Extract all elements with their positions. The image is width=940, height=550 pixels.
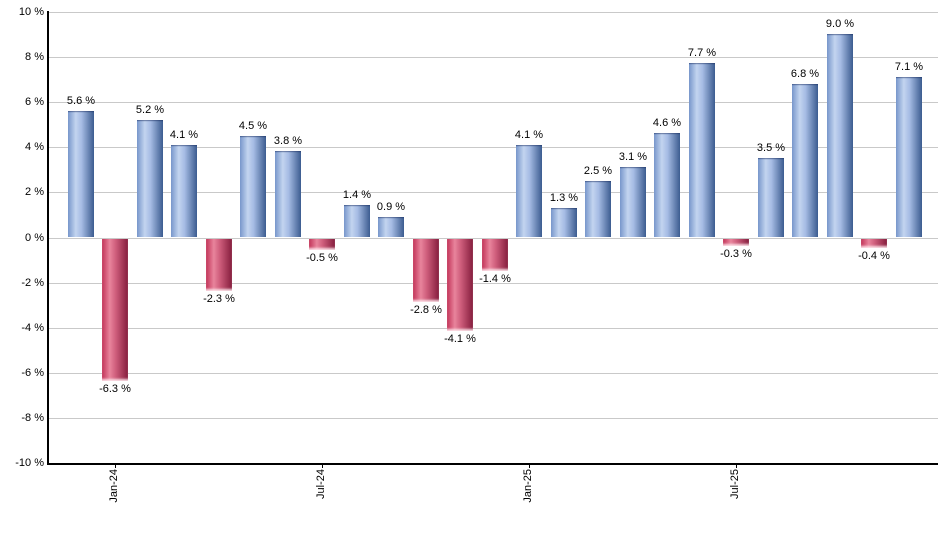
gridline — [48, 12, 938, 13]
x-tick-mark — [115, 463, 116, 468]
gridline — [48, 328, 938, 329]
bar-negative — [102, 239, 128, 381]
bar-value-label: 6.8 % — [790, 68, 820, 80]
bar-value-label: 1.4 % — [342, 189, 372, 201]
gridline — [48, 147, 938, 148]
y-tick-label: -6 % — [21, 367, 44, 379]
x-tick-mark — [322, 463, 323, 468]
gridline — [48, 418, 938, 419]
y-axis — [47, 11, 49, 464]
bar-value-label: 4.1 % — [169, 129, 199, 141]
bar-negative — [206, 239, 232, 291]
y-tick-label: 10 % — [18, 6, 44, 18]
bar-value-label: 5.2 % — [135, 104, 165, 116]
x-tick-label: Jan-24 — [108, 469, 120, 503]
bar-value-label: 4.1 % — [514, 129, 544, 141]
x-tick-mark — [529, 463, 530, 468]
bar-value-label: 3.1 % — [618, 151, 648, 163]
bar-value-label: -0.3 % — [720, 248, 752, 260]
bar-value-label: 3.8 % — [273, 135, 303, 147]
bar-value-label: -4.1 % — [444, 333, 476, 345]
bar-value-label: -1.4 % — [479, 273, 511, 285]
bar-positive — [516, 145, 542, 237]
x-tick-label: Jul-24 — [315, 469, 327, 499]
bar-positive — [378, 217, 404, 237]
y-tick-label: -4 % — [21, 322, 44, 334]
bar-positive — [68, 111, 94, 237]
y-tick-label: 0 % — [25, 232, 44, 244]
bar-positive — [551, 208, 577, 237]
y-tick-label: 6 % — [25, 96, 44, 108]
bar-negative — [723, 239, 749, 246]
bar-positive — [689, 63, 715, 237]
bar-negative — [861, 239, 887, 248]
bar-positive — [654, 133, 680, 237]
bar-positive — [827, 34, 853, 237]
bar-value-label: -2.3 % — [203, 293, 235, 305]
y-tick-label: -8 % — [21, 412, 44, 424]
bar-positive — [896, 77, 922, 237]
bar-negative — [482, 239, 508, 271]
bar-value-label: -6.3 % — [99, 383, 131, 395]
x-tick-label: Jan-25 — [522, 469, 534, 503]
bar-positive — [620, 167, 646, 237]
bar-negative — [413, 239, 439, 302]
bar-positive — [585, 181, 611, 237]
x-tick-mark — [736, 463, 737, 468]
bar-value-label: -0.4 % — [858, 250, 890, 262]
bar-value-label: 4.6 % — [652, 117, 682, 129]
bar-value-label: -2.8 % — [410, 304, 442, 316]
bar-value-label: 5.6 % — [66, 95, 96, 107]
bar-value-label: 7.1 % — [894, 61, 924, 73]
bar-positive — [758, 158, 784, 237]
gridline — [48, 102, 938, 103]
gridline — [48, 57, 938, 58]
y-tick-label: 2 % — [25, 186, 44, 198]
gridline — [48, 238, 938, 239]
x-axis — [47, 463, 938, 465]
gridline — [48, 373, 938, 374]
bar-value-label: 9.0 % — [825, 18, 855, 30]
gridline — [48, 283, 938, 284]
bar-value-label: 3.5 % — [756, 142, 786, 154]
y-tick-label: -2 % — [21, 277, 44, 289]
bar-value-label: 2.5 % — [583, 165, 613, 177]
bar-negative — [309, 239, 335, 250]
y-tick-label: -10 % — [15, 457, 44, 469]
bar-positive — [275, 151, 301, 237]
y-tick-label: 8 % — [25, 51, 44, 63]
bar-value-label: -0.5 % — [306, 252, 338, 264]
bar-positive — [792, 84, 818, 237]
bar-positive — [240, 136, 266, 237]
bar-value-label: 4.5 % — [238, 120, 268, 132]
bar-value-label: 7.7 % — [687, 47, 717, 59]
x-tick-label: Jul-25 — [729, 469, 741, 499]
gridline — [48, 192, 938, 193]
y-tick-label: 4 % — [25, 141, 44, 153]
bar-value-label: 1.3 % — [549, 192, 579, 204]
bar-positive — [344, 205, 370, 237]
bar-value-label: 0.9 % — [376, 201, 406, 213]
bar-positive — [137, 120, 163, 237]
bar-negative — [447, 239, 473, 331]
bar-positive — [171, 145, 197, 237]
